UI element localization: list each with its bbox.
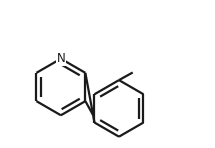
Text: N: N: [57, 52, 65, 65]
